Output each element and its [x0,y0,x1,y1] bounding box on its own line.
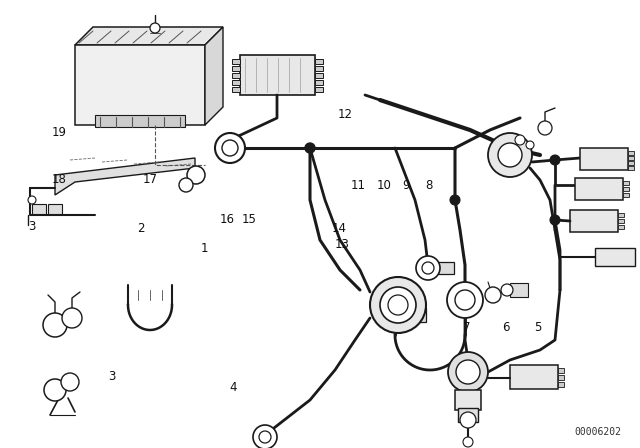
Bar [438,262,454,274]
Bar [570,210,618,232]
Bar [48,204,62,214]
Circle shape [447,282,483,318]
Bar [315,80,323,85]
Bar [505,140,519,148]
Text: 00006202: 00006202 [575,427,621,437]
Circle shape [61,373,79,391]
Bar [315,87,323,92]
Circle shape [448,352,488,392]
Circle shape [485,287,501,303]
Circle shape [526,141,534,149]
Text: 11: 11 [351,179,366,193]
Circle shape [422,262,434,274]
Bar [232,73,240,78]
Circle shape [416,256,440,280]
Text: 12: 12 [338,108,353,121]
Circle shape [408,288,422,302]
Circle shape [450,195,460,205]
Bar [455,390,481,410]
Bar [315,66,323,71]
Circle shape [515,135,525,145]
Bar [595,248,635,266]
Circle shape [215,133,245,163]
Bar [510,365,558,389]
Circle shape [150,23,160,33]
Bar [95,115,185,127]
Circle shape [253,425,277,448]
Text: 3: 3 [28,220,36,233]
Circle shape [222,140,238,156]
Bar [618,213,624,217]
Bar [558,382,564,387]
Circle shape [259,431,271,443]
Bar [628,166,634,170]
Text: 4: 4 [230,381,237,394]
Text: 15: 15 [242,213,257,226]
Bar [575,178,623,200]
Polygon shape [55,158,195,195]
Bar [232,66,240,71]
Circle shape [380,287,416,323]
Circle shape [179,178,193,192]
Bar [75,45,205,125]
Bar [618,225,624,229]
Bar [232,87,240,92]
Bar [618,219,624,223]
Circle shape [455,290,475,310]
Bar [315,59,323,64]
Circle shape [388,295,408,315]
Bar [458,408,478,422]
Circle shape [305,143,315,153]
Text: 5: 5 [534,320,541,334]
Text: 2: 2 [137,222,145,235]
Text: 7: 7 [463,320,471,334]
Bar [240,55,315,95]
Text: 9: 9 [403,179,410,193]
Circle shape [488,133,532,177]
Circle shape [460,412,476,428]
Circle shape [498,143,522,167]
Bar [623,193,629,197]
Bar [32,204,46,214]
Circle shape [187,166,205,184]
Bar [623,181,629,185]
Polygon shape [205,27,223,125]
Circle shape [550,155,560,165]
Bar [580,148,628,170]
Circle shape [370,277,426,333]
Circle shape [538,121,552,135]
Text: 13: 13 [335,237,350,251]
Bar [623,187,629,191]
Circle shape [501,284,513,296]
Bar [232,59,240,64]
Text: 16: 16 [220,213,235,226]
Bar [315,73,323,78]
Bar [628,151,634,155]
Circle shape [62,308,82,328]
Text: 14: 14 [332,222,347,235]
Circle shape [377,287,393,303]
Text: 18: 18 [52,172,67,186]
Circle shape [44,379,66,401]
Circle shape [43,313,67,337]
Text: 3: 3 [108,370,116,383]
Text: 1: 1 [201,242,209,255]
Circle shape [550,215,560,225]
Text: 8: 8 [425,179,433,193]
Bar [232,80,240,85]
Text: 10: 10 [376,179,392,193]
Bar [408,308,426,322]
Circle shape [463,437,473,447]
Circle shape [456,360,480,384]
Bar [558,368,564,373]
Text: 6: 6 [502,320,509,334]
Circle shape [28,196,36,204]
Text: 17: 17 [143,172,158,186]
Bar [558,375,564,380]
Polygon shape [75,27,223,45]
Bar [510,283,528,297]
Bar [628,156,634,160]
Bar [628,161,634,165]
Text: 19: 19 [52,125,67,139]
